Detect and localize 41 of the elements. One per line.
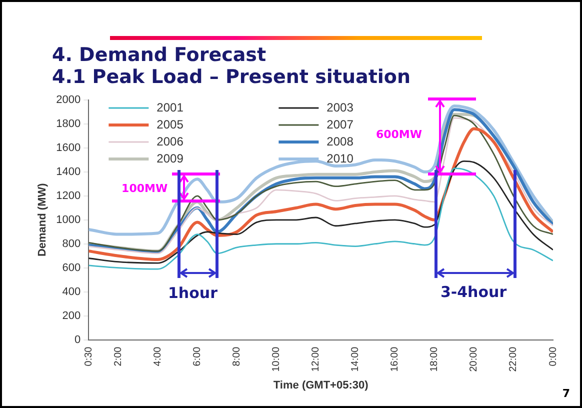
x-tick-label: 8:00 [232, 346, 243, 366]
y-tick-label: 800 [62, 238, 81, 250]
x-tick-label: 22:00 [508, 346, 520, 372]
legend-label: 2009 [156, 151, 184, 166]
y-tick-label: 1600 [56, 142, 81, 154]
annotation: 3-4hour [440, 282, 507, 301]
y-tick-label: 1800 [56, 118, 81, 130]
legend-label: 2008 [326, 134, 354, 148]
legend-label: 2001 [156, 100, 184, 114]
y-tick-label: 1400 [56, 166, 81, 178]
y-tick-label: 2000 [56, 94, 81, 106]
chart-title: 4. Demand Forecast [52, 44, 268, 66]
x-tick-label: 16:00 [390, 346, 401, 372]
y-tick-label: 1000 [56, 214, 81, 226]
x-tick-label: 12:00 [310, 346, 322, 372]
x-tick-label: 18:00 [429, 346, 440, 372]
y-tick-label: 200 [62, 310, 81, 322]
chart-subtitle: 4.1 Peak Load – Present situation [52, 66, 410, 88]
legend-label: 2003 [326, 100, 354, 114]
x-tick-label: 10:00 [271, 346, 282, 372]
x-tick-label: 6:00 [192, 346, 204, 366]
legend-label: 2007 [326, 117, 354, 132]
legend-label: 2006 [156, 134, 184, 148]
y-axis-title: Demand (MW) [36, 182, 49, 257]
legend-label: 2005 [156, 117, 184, 132]
y-tick-label: 0 [74, 334, 81, 346]
y-tick-label: 400 [62, 286, 81, 298]
x-tick-label: 20:00 [468, 346, 480, 372]
legend-label: 2010 [326, 151, 354, 166]
x-tick-label: 0:00 [548, 346, 559, 366]
y-tick-label: 600 [62, 262, 81, 274]
x-tick-label: 4:00 [152, 346, 164, 366]
x-tick-label: 14:00 [350, 346, 362, 372]
x-tick-label: 0:30 [83, 346, 94, 366]
y-tick-label: 1200 [56, 190, 81, 202]
text: 7 [562, 387, 570, 400]
annotation: 100MW [122, 182, 168, 194]
annotation: 1hour [168, 284, 218, 302]
annotation: 600MW [376, 128, 422, 141]
x-axis-title: Time (GMT+05:30) [273, 379, 369, 392]
x-tick-label: 2:00 [113, 346, 124, 366]
